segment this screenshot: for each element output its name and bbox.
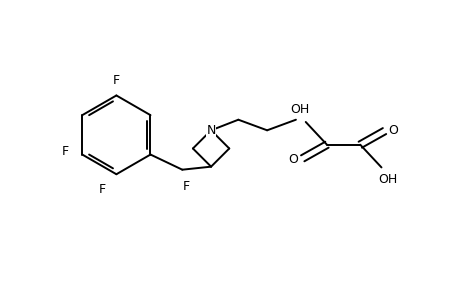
Text: OH: OH [377, 173, 396, 186]
Text: F: F [112, 74, 120, 87]
Text: O: O [288, 153, 298, 166]
Text: OH: OH [290, 103, 308, 116]
Text: F: F [62, 145, 69, 158]
Text: O: O [388, 124, 397, 137]
Text: N: N [206, 124, 215, 137]
Text: F: F [99, 183, 106, 196]
Text: F: F [182, 180, 189, 193]
